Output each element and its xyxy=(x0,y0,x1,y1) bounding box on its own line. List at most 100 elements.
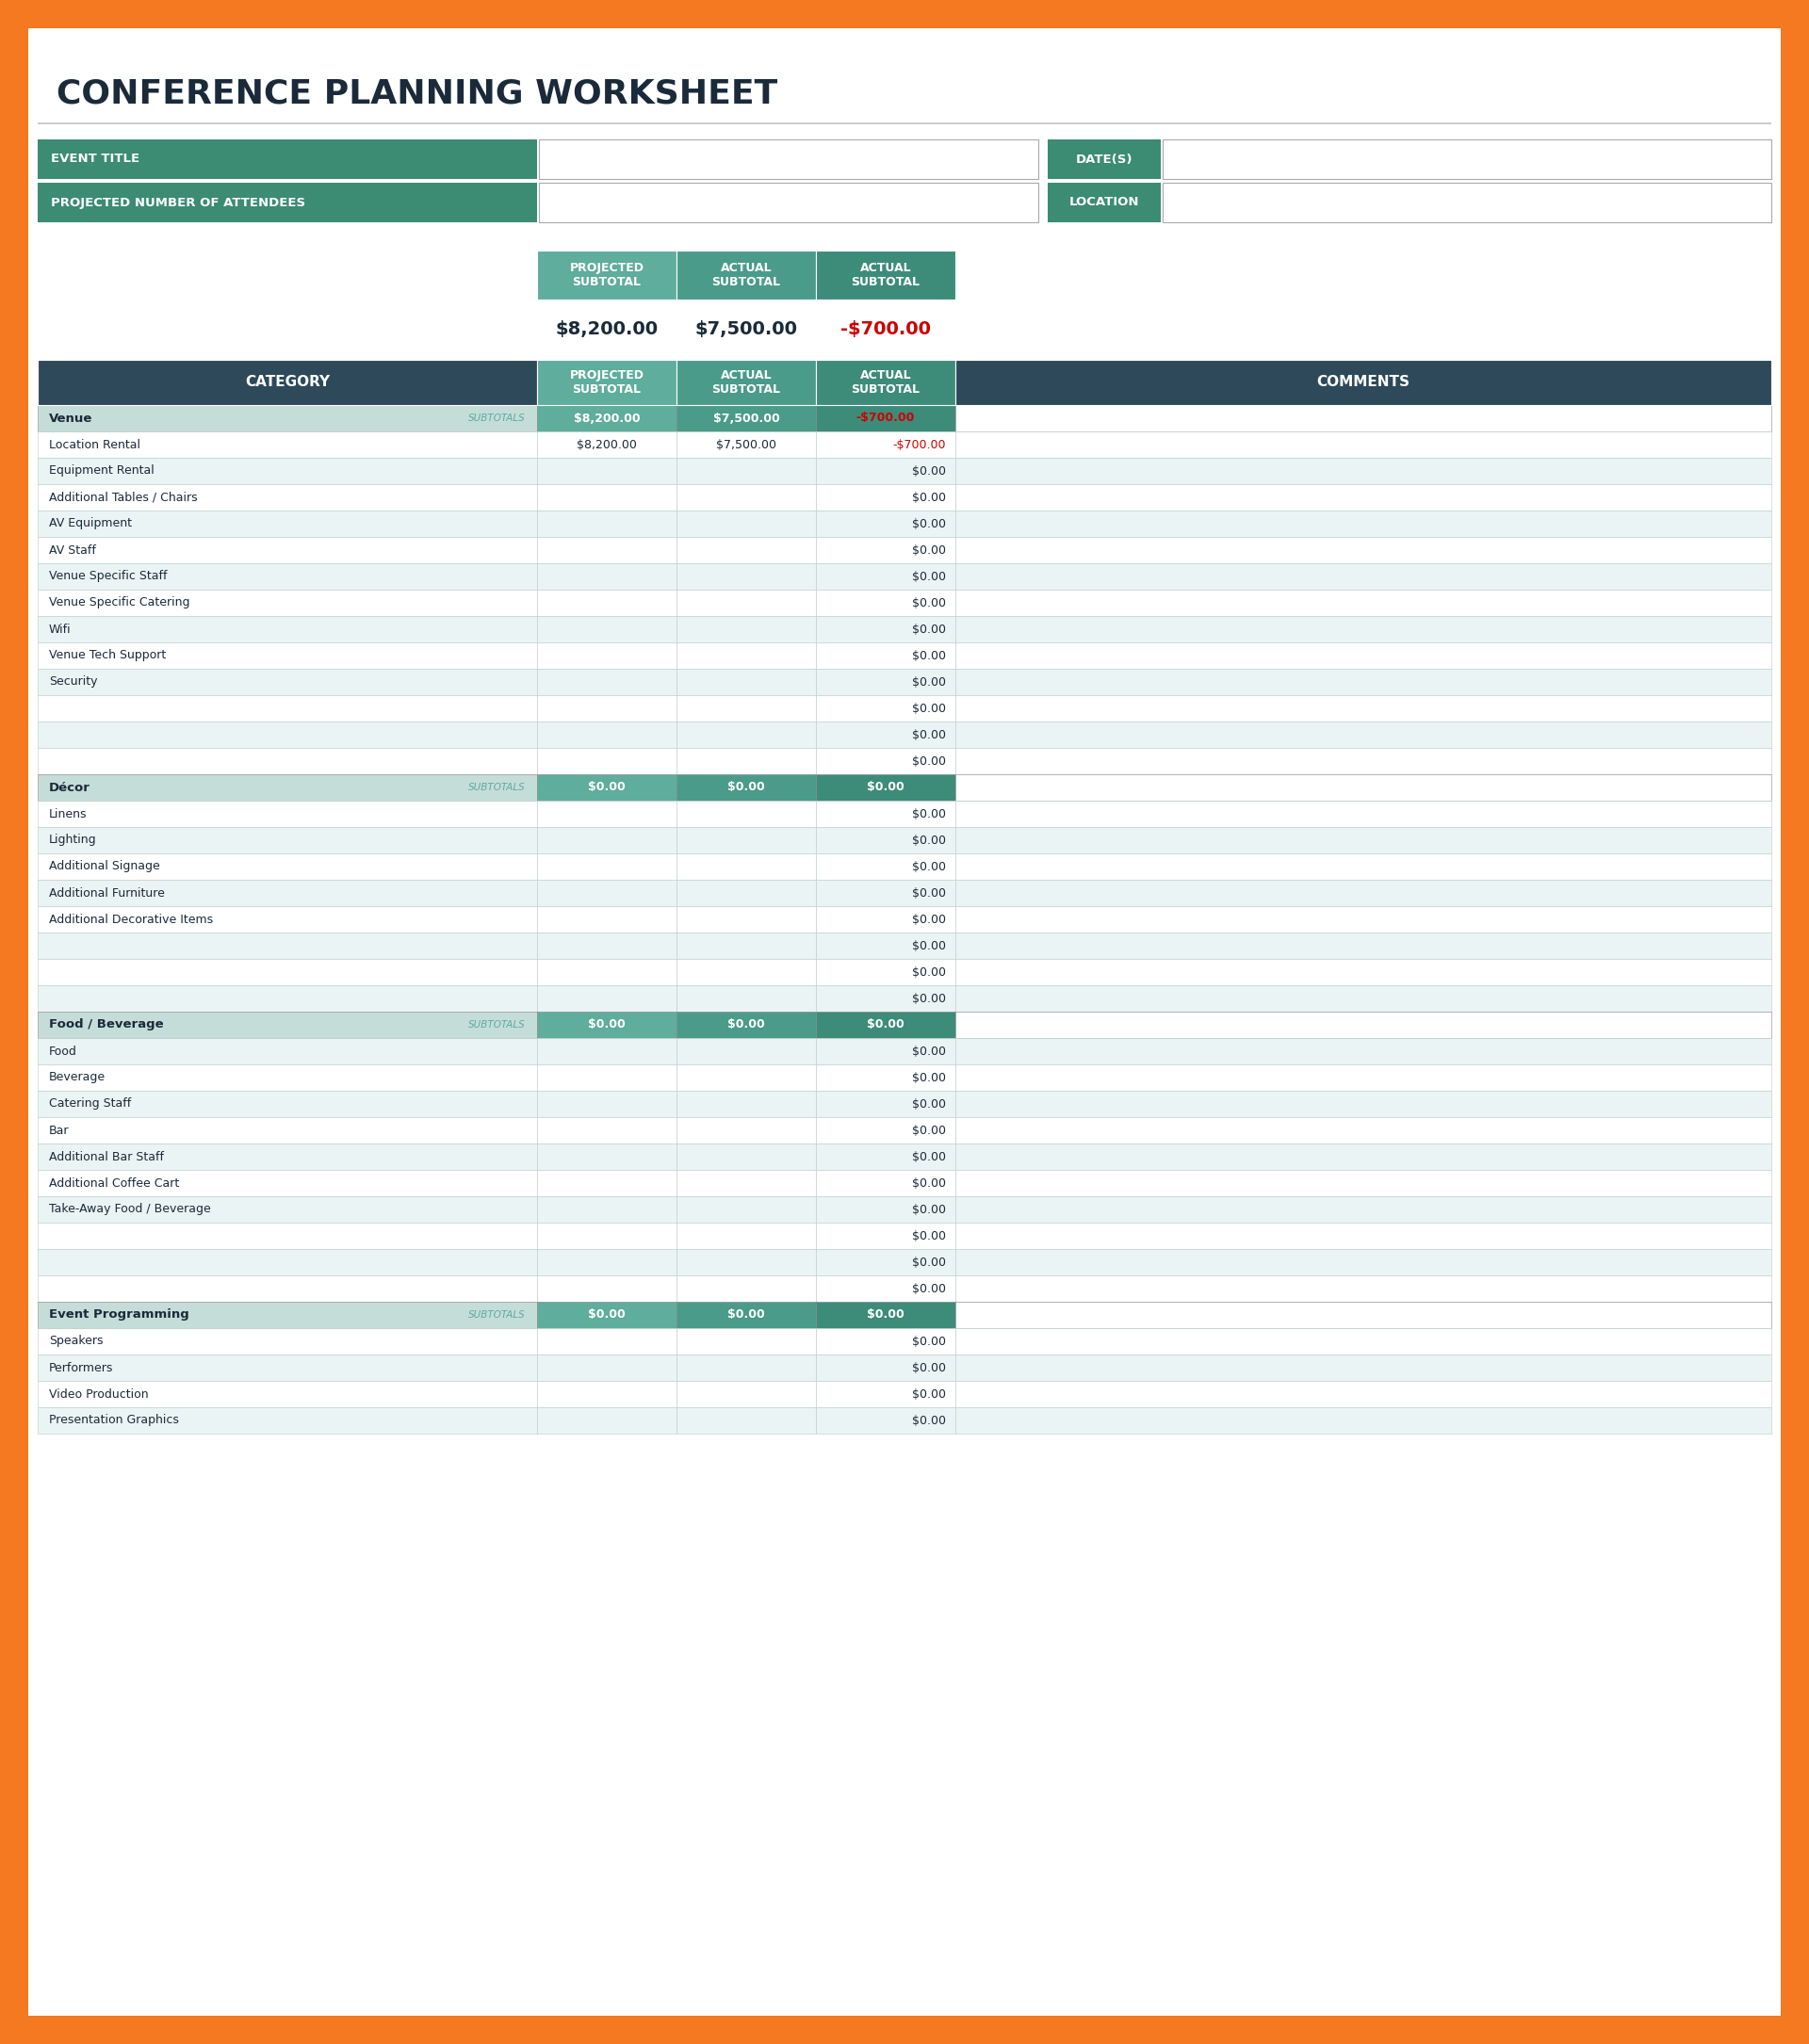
Bar xyxy=(955,1169,1771,1196)
Text: $0.00: $0.00 xyxy=(867,1308,904,1320)
Bar xyxy=(816,642,955,668)
Bar xyxy=(38,828,537,854)
Text: $0.00: $0.00 xyxy=(912,1361,946,1374)
Text: Additional Tables / Chairs: Additional Tables / Chairs xyxy=(49,491,197,503)
Text: COMMENTS: COMMENTS xyxy=(1317,376,1409,390)
Bar xyxy=(537,854,677,879)
Bar xyxy=(537,668,677,695)
Bar xyxy=(816,360,955,405)
Bar xyxy=(816,1091,955,1118)
Bar xyxy=(38,458,537,484)
Bar xyxy=(677,1275,816,1302)
Text: $0.00: $0.00 xyxy=(912,834,946,846)
Bar xyxy=(955,748,1771,775)
Bar xyxy=(816,879,955,905)
Bar xyxy=(677,748,816,775)
Bar xyxy=(537,431,677,458)
Bar xyxy=(816,1355,955,1382)
Bar xyxy=(955,360,1771,405)
Bar xyxy=(955,484,1771,511)
Text: $0.00: $0.00 xyxy=(912,1044,946,1057)
Bar xyxy=(677,1382,816,1406)
Bar xyxy=(677,1169,816,1196)
Bar xyxy=(677,1143,816,1169)
Text: Venue Specific Catering: Venue Specific Catering xyxy=(49,597,190,609)
Text: Additional Bar Staff: Additional Bar Staff xyxy=(49,1151,165,1163)
Bar xyxy=(677,1302,816,1329)
Bar xyxy=(955,985,1771,1012)
Bar xyxy=(537,484,677,511)
Bar xyxy=(38,959,537,985)
Bar xyxy=(955,1275,1771,1302)
Bar xyxy=(816,668,955,695)
Bar xyxy=(38,1169,537,1196)
Text: $0.00: $0.00 xyxy=(727,781,765,793)
Bar xyxy=(677,1118,816,1143)
Text: -$700.00: -$700.00 xyxy=(841,321,932,339)
Text: Lighting: Lighting xyxy=(49,834,96,846)
Bar xyxy=(677,642,816,668)
Bar xyxy=(38,1222,537,1249)
Text: $0.00: $0.00 xyxy=(912,887,946,899)
Text: $8,200.00: $8,200.00 xyxy=(577,439,637,452)
Text: $0.00: $0.00 xyxy=(727,1308,765,1320)
Bar xyxy=(816,985,955,1012)
Bar xyxy=(677,564,816,589)
Text: $0.00: $0.00 xyxy=(912,991,946,1004)
Text: $0.00: $0.00 xyxy=(912,1204,946,1216)
Bar xyxy=(38,668,537,695)
Bar xyxy=(955,775,1771,801)
Bar xyxy=(537,1249,677,1275)
Text: AV Equipment: AV Equipment xyxy=(49,517,132,529)
Text: $0.00: $0.00 xyxy=(912,517,946,529)
Bar xyxy=(955,1222,1771,1249)
Bar xyxy=(816,932,955,959)
Bar xyxy=(539,139,1038,180)
Bar xyxy=(537,405,677,431)
Bar xyxy=(816,1275,955,1302)
Bar xyxy=(955,722,1771,748)
Text: Event Programming: Event Programming xyxy=(49,1308,190,1320)
Bar xyxy=(537,564,677,589)
Text: Additional Decorative Items: Additional Decorative Items xyxy=(49,914,213,926)
Bar xyxy=(955,538,1771,564)
Text: Additional Signage: Additional Signage xyxy=(49,861,159,873)
Text: CATEGORY: CATEGORY xyxy=(244,376,329,390)
Bar xyxy=(955,1249,1771,1275)
Bar xyxy=(816,538,955,564)
Bar xyxy=(537,695,677,722)
Bar xyxy=(537,985,677,1012)
Bar xyxy=(816,1118,955,1143)
Bar xyxy=(677,959,816,985)
Bar xyxy=(816,1196,955,1222)
Text: $0.00: $0.00 xyxy=(588,1308,626,1320)
Bar xyxy=(816,484,955,511)
Text: $0.00: $0.00 xyxy=(588,781,626,793)
Bar xyxy=(816,695,955,722)
Bar xyxy=(816,431,955,458)
Bar xyxy=(38,431,537,458)
Bar xyxy=(1163,182,1771,223)
Text: -$700.00: -$700.00 xyxy=(856,413,915,425)
Text: $0.00: $0.00 xyxy=(588,1018,626,1030)
Bar xyxy=(816,615,955,642)
Text: $0.00: $0.00 xyxy=(912,1335,946,1347)
Bar xyxy=(955,932,1771,959)
Bar xyxy=(955,431,1771,458)
Text: Location Rental: Location Rental xyxy=(49,439,141,452)
Bar xyxy=(38,564,537,589)
Bar xyxy=(38,985,537,1012)
Bar xyxy=(816,589,955,615)
Bar xyxy=(537,458,677,484)
Bar xyxy=(955,854,1771,879)
Bar xyxy=(816,1038,955,1065)
Text: $0.00: $0.00 xyxy=(912,570,946,583)
Text: Catering Staff: Catering Staff xyxy=(49,1098,132,1110)
Bar xyxy=(677,405,816,431)
Text: Venue Tech Support: Venue Tech Support xyxy=(49,650,166,662)
Bar xyxy=(955,1012,1771,1038)
Bar xyxy=(537,1169,677,1196)
Text: $0.00: $0.00 xyxy=(912,1177,946,1190)
Bar xyxy=(537,1406,677,1433)
Text: $0.00: $0.00 xyxy=(912,623,946,636)
